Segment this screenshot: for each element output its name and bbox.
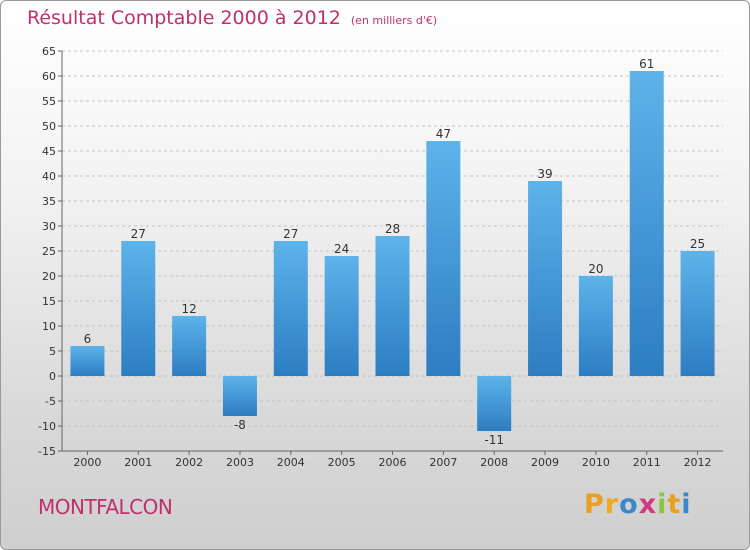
- y-tick-label: 30: [42, 220, 56, 233]
- x-tick-label: 2010: [582, 456, 610, 469]
- y-tick-label: -5: [45, 395, 56, 408]
- bar: [528, 181, 563, 376]
- y-tick-label: 60: [42, 70, 56, 83]
- x-tick-label: 2008: [480, 456, 508, 469]
- bar: [375, 236, 410, 376]
- y-tick-label: 50: [42, 120, 56, 133]
- bar: [324, 256, 359, 376]
- bar: [477, 376, 512, 431]
- bar: [121, 241, 156, 376]
- bar: [172, 316, 207, 376]
- data-label: 47: [436, 127, 451, 141]
- data-label: 28: [385, 222, 400, 236]
- data-label: 24: [334, 242, 349, 256]
- data-label: 39: [537, 167, 552, 181]
- y-tick-label: -10: [38, 420, 56, 433]
- y-tick-label: 35: [42, 195, 56, 208]
- bar: [70, 346, 105, 376]
- bar: [629, 71, 664, 376]
- data-label: 61: [639, 57, 654, 71]
- bar: [680, 251, 715, 376]
- data-label: -11: [484, 433, 504, 447]
- x-tick-label: 2005: [328, 456, 356, 469]
- chart-title: Résultat Comptable 2000 à 2012 (en millie…: [27, 7, 437, 29]
- y-tick-label: 20: [42, 270, 56, 283]
- data-label: 12: [181, 302, 196, 316]
- y-tick-label: 25: [42, 245, 56, 258]
- x-tick-label: 2001: [124, 456, 152, 469]
- bar: [273, 241, 308, 376]
- place-name: MONTFALCON: [38, 495, 173, 519]
- y-tick-label: 10: [42, 320, 56, 333]
- brand-letter: r: [604, 489, 620, 520]
- x-tick-label: 2006: [379, 456, 407, 469]
- brand-letter: x: [638, 489, 658, 520]
- bar: [426, 141, 461, 376]
- chart-unit-label: (en milliers d'€): [350, 14, 438, 27]
- chart-title-text: Résultat Comptable 2000 à 2012: [27, 7, 341, 29]
- brand-logo: Proxiti: [584, 489, 692, 520]
- x-tick-label: 2002: [175, 456, 203, 469]
- brand-letter: i: [681, 489, 692, 520]
- brand-letter: o: [619, 489, 639, 520]
- y-tick-label: 65: [42, 45, 56, 58]
- data-label: 25: [690, 237, 705, 251]
- y-tick-label: 15: [42, 295, 56, 308]
- brand-letter: P: [584, 489, 605, 520]
- data-label: 6: [84, 332, 92, 346]
- data-label: 27: [131, 227, 146, 241]
- x-tick-label: 2000: [73, 456, 101, 469]
- y-tick-label: 0: [49, 370, 56, 383]
- y-tick-label: 40: [42, 170, 56, 183]
- y-tick-label: -15: [38, 445, 56, 458]
- x-tick-label: 2004: [277, 456, 305, 469]
- x-tick-label: 2007: [429, 456, 457, 469]
- brand-letter: i: [657, 489, 668, 520]
- x-tick-label: 2012: [684, 456, 712, 469]
- x-tick-label: 2003: [226, 456, 254, 469]
- data-label: -8: [234, 418, 246, 432]
- y-tick-label: 5: [49, 345, 56, 358]
- x-tick-label: 2009: [531, 456, 559, 469]
- y-tick-label: 45: [42, 145, 56, 158]
- bar: [578, 276, 613, 376]
- data-label: 20: [588, 262, 603, 276]
- y-tick-label: 55: [42, 95, 56, 108]
- data-label: 27: [283, 227, 298, 241]
- bar: [222, 376, 257, 416]
- brand-letter: t: [667, 489, 682, 520]
- x-tick-label: 2011: [633, 456, 661, 469]
